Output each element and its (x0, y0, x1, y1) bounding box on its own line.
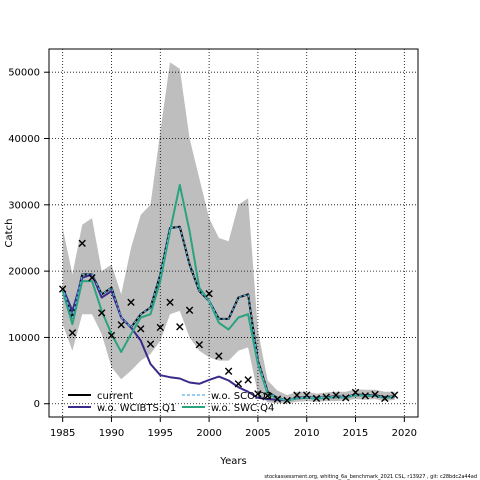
observation-marker (107, 331, 116, 340)
observation-marker (303, 391, 311, 399)
series-line-1 (62, 226, 395, 401)
observation-marker (88, 274, 96, 282)
x-tick-label: 1985 (50, 428, 75, 439)
observation-marker (332, 391, 340, 399)
legend: current w.o. SCO.Q3 w.o. WCIBTS.Q1 w.o. … (68, 391, 274, 414)
observation-marker (146, 340, 155, 348)
observation-marker (293, 391, 301, 399)
footer-credit: stockassessment.org, whiting_6a_benchmar… (264, 474, 477, 480)
observation-marker (215, 352, 223, 360)
observation-marker (195, 341, 204, 349)
observation-marker (371, 390, 379, 399)
legend-label-current: current (97, 391, 133, 402)
observation-marker (205, 289, 213, 298)
legend-label-swc-q4: w.o. SWC.Q4 (211, 403, 274, 414)
x-tick-label: 2020 (392, 428, 417, 439)
observation-marker (137, 325, 145, 333)
x-tick-label: 2000 (196, 428, 221, 439)
observation-marker (58, 285, 67, 293)
legend-label-wcibts-q1: w.o. WCIBTS.Q1 (97, 403, 176, 414)
y-tick-label: 0 (34, 399, 40, 410)
observation-marker (390, 391, 399, 399)
observation-marker (156, 323, 164, 332)
y-tick-label: 50000 (8, 68, 40, 79)
x-axis-title: Years (219, 456, 246, 467)
observation-marker (234, 380, 243, 388)
observation-marker (98, 309, 106, 317)
y-tick-label: 10000 (8, 333, 40, 344)
observation-marker (244, 376, 252, 384)
observation-marker (273, 395, 282, 403)
x-tick-label: 2015 (343, 428, 368, 439)
confidence-band-layer (62, 62, 395, 404)
observation-marker (68, 329, 77, 337)
observation-marker (254, 390, 262, 398)
y-tick-label: 30000 (8, 200, 40, 211)
observation-marker (166, 298, 174, 306)
observation-marker (342, 394, 350, 402)
observation-marker (351, 388, 360, 397)
observation-marker (283, 396, 291, 405)
observation-marker (361, 392, 369, 400)
series-layer (61, 183, 395, 402)
x-tick-label: 2010 (294, 428, 319, 439)
y-tick-label: 20000 (8, 267, 40, 278)
legend-label-sco-q3: w.o. SCO.Q3 (211, 391, 272, 402)
observation-marker (224, 367, 233, 375)
observation-marker (263, 392, 272, 400)
series-line-3 (61, 183, 395, 402)
y-axis: 0 10000 20000 30000 40000 50000 (8, 68, 49, 410)
observation-marker (78, 239, 86, 247)
observation-marker (127, 298, 135, 306)
x-tick-label: 1990 (99, 428, 124, 439)
observation-marker (322, 393, 330, 401)
x-axis: 1985 1990 1995 2000 2005 2010 2015 2020 (50, 417, 417, 439)
observations-layer (58, 239, 399, 405)
observation-marker (312, 394, 321, 403)
observation-marker (185, 306, 194, 314)
observation-marker (176, 323, 184, 331)
x-tick-label: 2005 (245, 428, 270, 439)
y-axis-title: Catch (4, 219, 15, 248)
observation-marker (117, 321, 125, 329)
observation-marker (381, 394, 389, 403)
plot-frame (48, 48, 419, 418)
y-tick-label: 40000 (8, 134, 40, 145)
confidence-band (62, 62, 395, 404)
x-tick-label: 1995 (148, 428, 173, 439)
